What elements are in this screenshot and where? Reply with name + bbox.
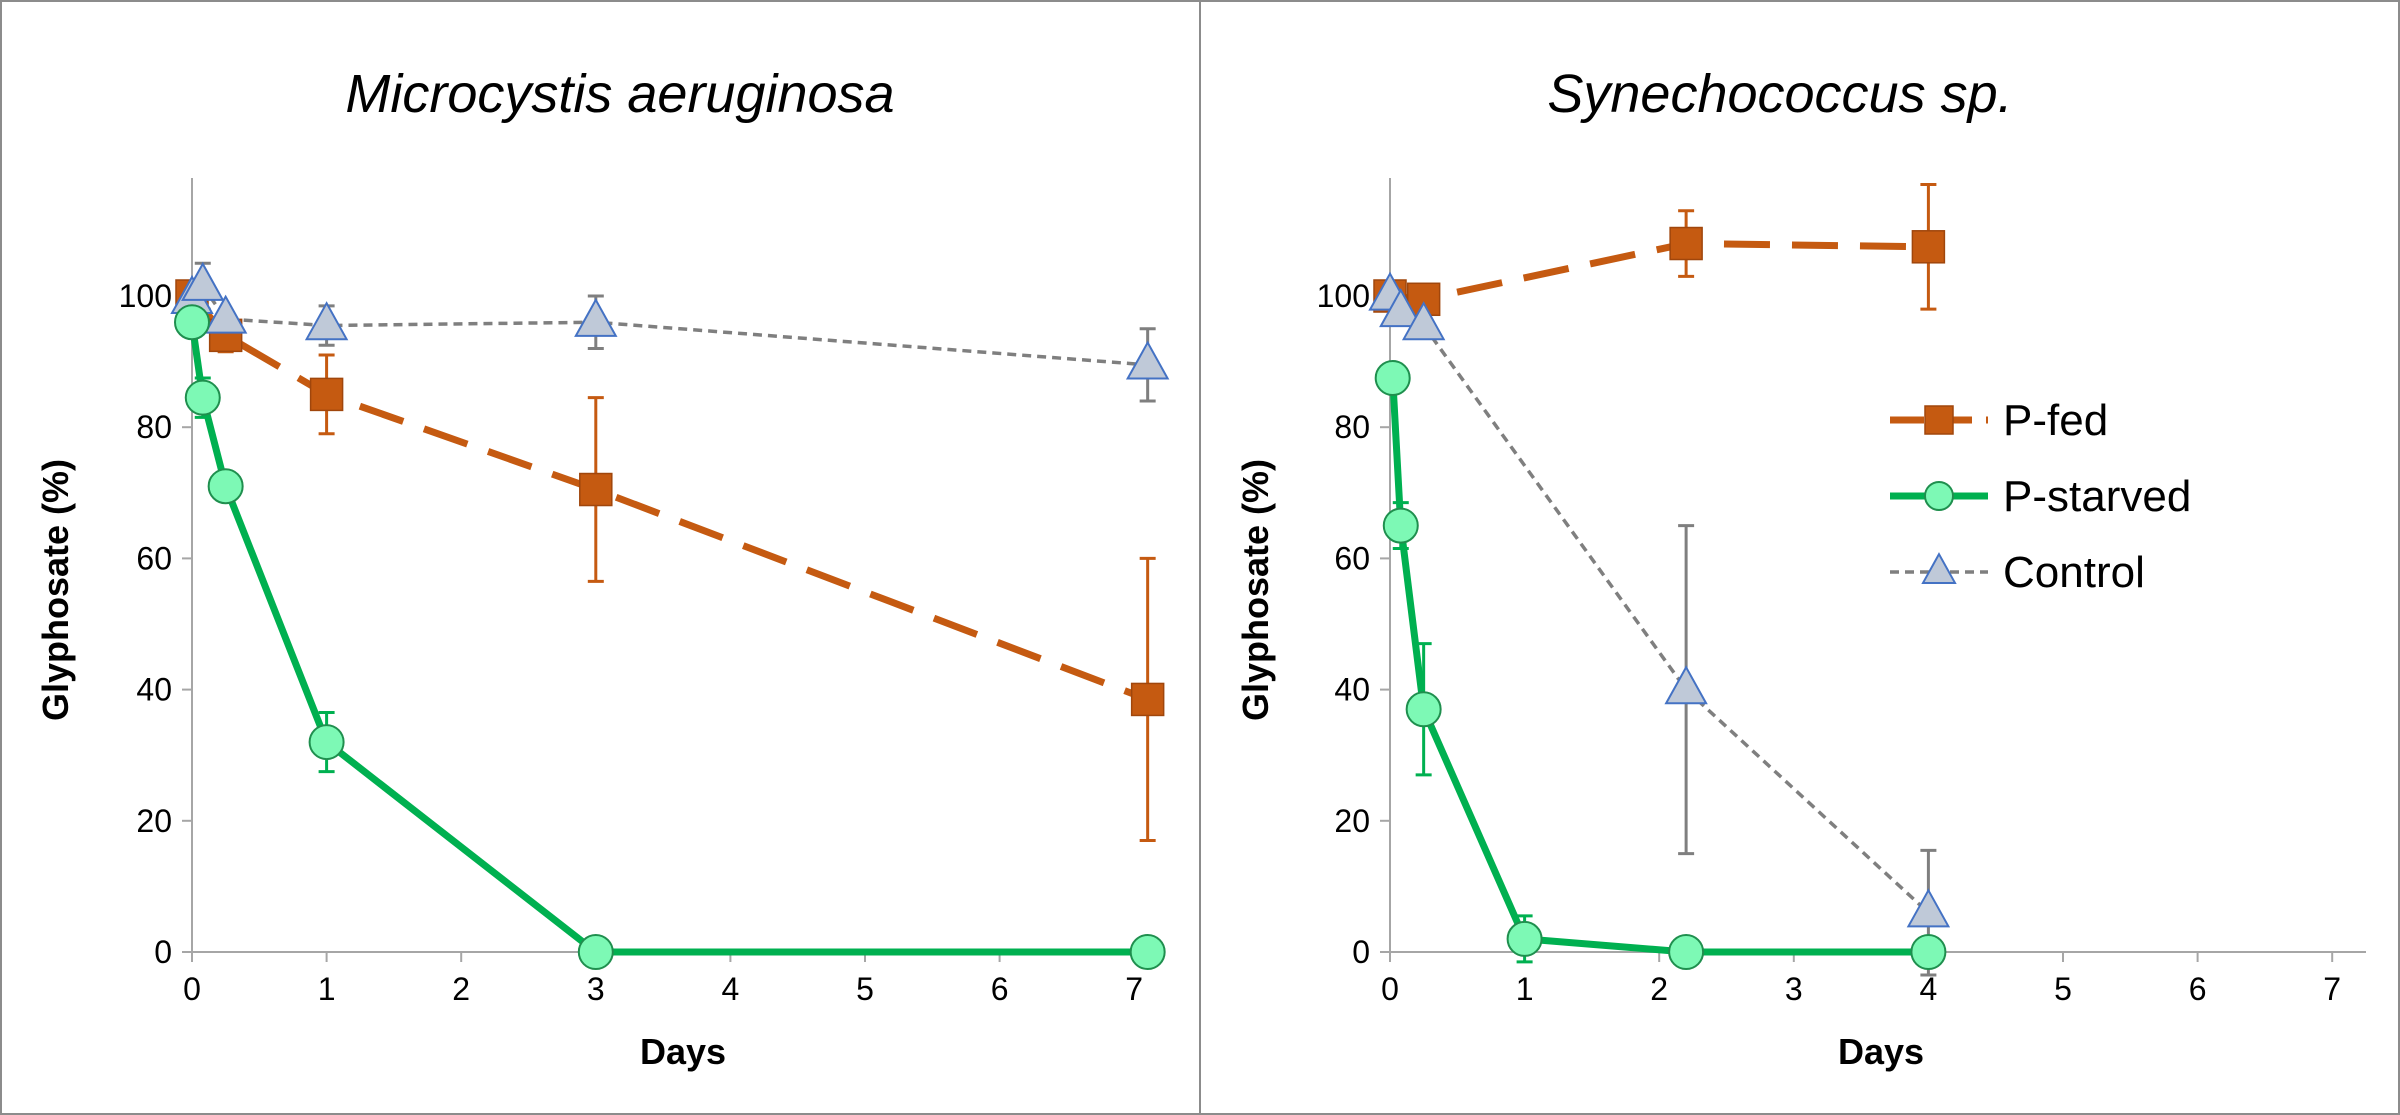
data-point [1401,301,1446,341]
legend-label-p-fed: P-fed [2003,396,2108,445]
x-tick-label: 2 [1650,971,1668,1007]
chart-panel-microcystis: Microcystis aeruginosa 0 20 40 60 80 100 0 1 2 3 4… [35,64,1170,1072]
x-tick-label: 4 [722,971,740,1007]
legend-item-p-fed: P-fed [1890,396,2108,445]
data-point [203,294,248,334]
series-line [1389,377,1929,956]
data-point [1911,230,1946,264]
x-tick-label: 3 [1785,971,1803,1007]
x-tick-label: 6 [2189,971,2207,1007]
data-point [181,261,225,301]
data-point [1382,507,1419,544]
x-tick-label: 2 [452,971,470,1007]
y-tick-label: 80 [136,409,172,445]
x-axis-title: Days [1838,1031,1924,1072]
series-p-starved [174,304,1166,970]
y-tick-label: 0 [154,934,172,970]
y-tick-label: 60 [1334,540,1370,576]
data-point [1668,934,1705,970]
data-point [1669,226,1703,261]
y-axis-title: Glyphosate (%) [35,459,76,721]
y-tick-label: 100 [1317,278,1370,314]
legend-marker [1924,405,1954,435]
data-point [174,304,210,341]
x-tick-label: 4 [1920,971,1938,1007]
series-control [170,261,1170,403]
y-tick-label: 20 [1334,803,1370,839]
y-tick-label: 80 [1334,409,1370,445]
y-tick-label: 100 [119,278,172,314]
x-tick-label: 7 [1125,971,1143,1007]
x-axis-title: Days [640,1031,726,1072]
y-tick-label: 20 [136,803,172,839]
data-point [1125,340,1170,380]
x-tick-label: 7 [2323,971,2341,1007]
chart-title: Microcystis aeruginosa [345,64,894,124]
legend-item-control: Control [1890,548,2145,597]
x-tick-label: 0 [183,971,201,1007]
series-p-starved [1374,360,1947,970]
x-tick-label: 1 [1516,971,1534,1007]
data-point [577,934,614,970]
series-control [1368,271,1951,977]
data-point [308,724,345,761]
data-point [207,468,244,505]
x-tick-label: 6 [991,971,1009,1007]
data-point [1129,934,1166,970]
data-point [1405,691,1442,728]
legend: P-fed P-starved Control [1890,396,2191,597]
y-tick-label: 0 [1352,934,1370,970]
y-tick-label: 60 [136,540,172,576]
chart-panel-synechococcus: Synechococcus sp. 0 20 40 60 80 100 0 1 2 3 4 5 6 7 D… [1235,64,2366,1072]
data-point [1506,920,1543,957]
y-tick-label: 40 [1334,672,1370,708]
series-line [1389,240,1929,303]
data-point [304,301,349,341]
plot-marks [1368,182,1951,977]
data-point [1374,360,1411,396]
x-tick-label: 5 [2054,971,2072,1007]
data-point [309,377,344,412]
x-tick-label: 3 [587,971,605,1007]
data-point [184,379,221,416]
plot-marks [170,261,1170,970]
data-point [574,297,618,337]
data-point [1664,665,1708,705]
legend-marker [1921,552,1957,584]
data-point [1906,888,1951,928]
chart-title: Synechococcus sp. [1547,64,2012,124]
y-tick-label: 40 [136,672,172,708]
x-tick-label: 5 [856,971,874,1007]
data-point [1379,288,1423,328]
legend-item-p-starved: P-starved [1890,472,2191,521]
series-line [190,284,1148,367]
data-point [1130,682,1165,717]
data-point [579,472,613,507]
x-tick-label: 0 [1381,971,1399,1007]
legend-marker [1924,481,1954,511]
data-point [1910,934,1947,970]
x-tick-label: 1 [318,971,336,1007]
y-axis-title: Glyphosate (%) [1235,459,1276,721]
legend-label-control: Control [2003,548,2145,597]
legend-label-p-starved: P-starved [2003,472,2191,521]
